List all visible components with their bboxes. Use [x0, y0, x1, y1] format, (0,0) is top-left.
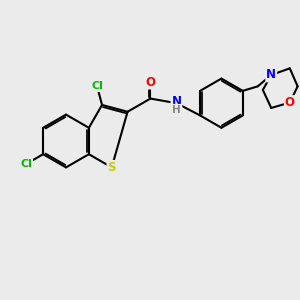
Text: Cl: Cl	[91, 81, 103, 91]
Text: N: N	[171, 94, 182, 108]
Text: H: H	[172, 105, 181, 115]
Text: O: O	[146, 76, 155, 88]
Text: N: N	[266, 68, 276, 82]
Text: Cl: Cl	[20, 159, 32, 169]
Text: S: S	[107, 161, 116, 174]
Text: O: O	[285, 96, 295, 109]
